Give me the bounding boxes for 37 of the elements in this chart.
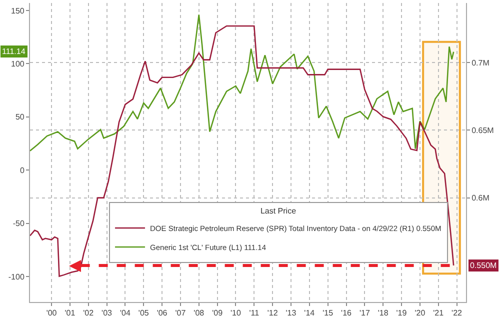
- y2-tick-label: 0.65M: [472, 126, 494, 135]
- y-tick-label: 50: [15, 112, 25, 122]
- x-tick-label: '04: [120, 308, 131, 318]
- x-tick-label: '01: [64, 308, 76, 318]
- y-tick-label: 150: [11, 6, 25, 16]
- y2-tick-label: 0.6M: [472, 194, 490, 203]
- x-tick-label: '12: [267, 308, 278, 318]
- x-tick-label: '22: [452, 308, 463, 318]
- x-tick-label: '08: [194, 308, 205, 318]
- x-tick-label: '21: [433, 308, 444, 318]
- x-tick-label: '10: [230, 308, 242, 318]
- x-tick-label: '05: [138, 308, 150, 318]
- y-tick-label: 100: [11, 59, 25, 68]
- x-tick-label: '06: [156, 308, 168, 318]
- x-tick-label: '13: [286, 308, 297, 318]
- legend-title: Last Price: [260, 206, 297, 216]
- x-tick-label: '09: [212, 308, 224, 318]
- text: 111.14: [2, 47, 26, 56]
- x-tick-label: '11: [249, 308, 260, 318]
- x-tick-label: '14: [304, 308, 316, 318]
- x-tick-label: '02: [83, 308, 94, 318]
- y-tick-label: 0: [20, 166, 25, 175]
- x-tick-label: '20: [414, 308, 426, 318]
- text: 0.550M: [470, 261, 498, 270]
- x-tick-label: '00: [46, 308, 58, 318]
- x-tick-label: '03: [102, 308, 113, 318]
- x-tick-label: '07: [175, 308, 186, 318]
- y-tick-label: -50: [12, 219, 25, 228]
- line-series: [30, 14, 454, 152]
- y-tick-label: -100: [8, 272, 25, 282]
- y2-tick-label: 0.7M: [472, 58, 490, 68]
- x-tick-label: '18: [378, 308, 389, 318]
- x-tick-label: '19: [396, 308, 408, 318]
- x-tick-label: '17: [359, 308, 370, 318]
- x-tick-label: '15: [322, 308, 334, 318]
- x-tick-label: '16: [341, 308, 352, 318]
- line-series: [30, 25, 454, 277]
